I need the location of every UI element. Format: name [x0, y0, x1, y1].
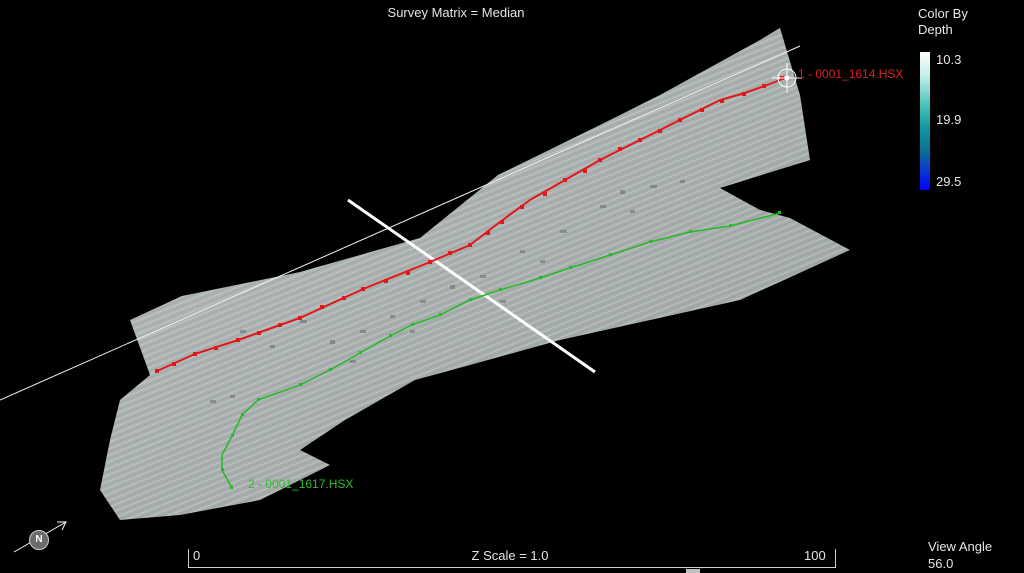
legend-title: Color By Depth: [918, 6, 968, 38]
survey-line-2-label[interactable]: 2 - 0001_1617.HSX: [248, 477, 354, 491]
reference-line: [0, 45, 801, 401]
depth-color-bar: [920, 52, 930, 190]
legend-tick-bottom: 29.5: [936, 174, 962, 189]
legend-tick-mid: 19.9: [936, 112, 962, 127]
cross-section-line[interactable]: [347, 198, 596, 374]
z-scale-slider-thumb[interactable]: [686, 569, 700, 573]
north-indicator: N: [29, 530, 49, 550]
bathymetry-surface: [100, 28, 850, 520]
z-scale-min: 0: [193, 548, 201, 563]
survey-line-1-label[interactable]: 1 - 0001_1614.HSX: [798, 67, 904, 81]
z-scale-max: 100: [804, 548, 826, 563]
legend-title-line1: Color By: [918, 6, 968, 21]
survey-line-2-points: [221, 211, 781, 489]
z-scale-label: Z Scale = 1.0: [471, 548, 549, 563]
crosshair-icon[interactable]: [772, 63, 802, 93]
view-angle: View Angle 56.0: [928, 538, 992, 572]
legend-title-line2: Depth: [918, 22, 953, 37]
z-scale-slider[interactable]: [188, 549, 836, 568]
legend-tick-top: 10.3: [936, 52, 962, 67]
view-angle-value: 56.0: [928, 556, 954, 571]
page-title: Survey Matrix = Median: [387, 5, 525, 20]
view-angle-label: View Angle: [928, 539, 993, 554]
